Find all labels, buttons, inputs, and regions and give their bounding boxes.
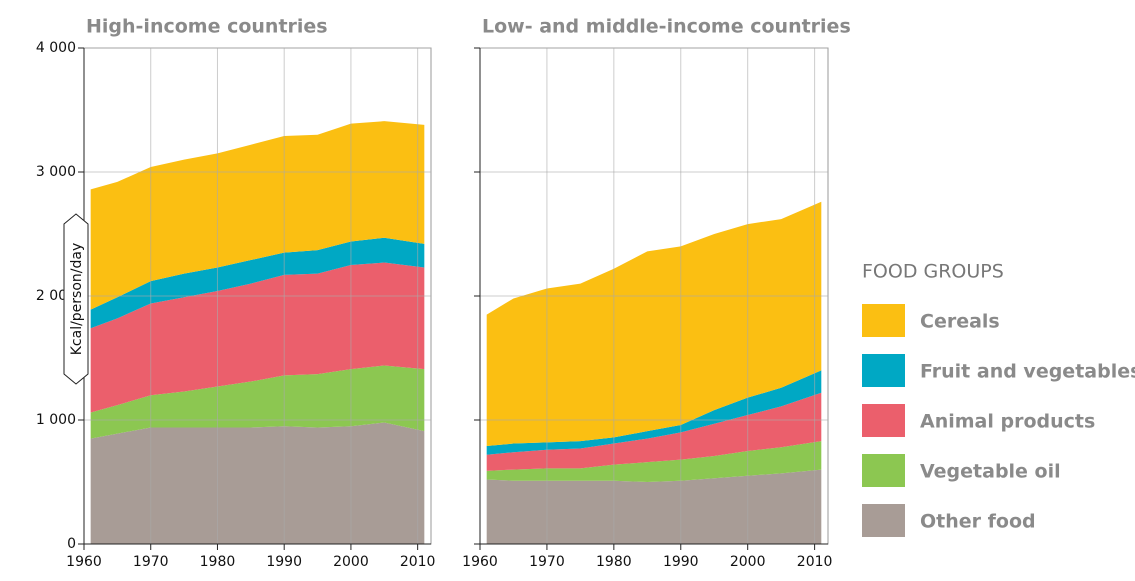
x-tick-label: 2000 (730, 554, 766, 570)
legend-title: FOOD GROUPS (862, 261, 1004, 283)
x-tick-label: 1990 (663, 554, 699, 570)
x-tick-label: 1960 (66, 554, 102, 570)
x-tick-label: 1970 (529, 554, 565, 570)
y-axis-label: Kcal/person/day (69, 243, 85, 356)
x-tick-label: 1980 (596, 554, 632, 570)
panel-title: High-income countries (86, 16, 328, 38)
x-tick-label: 2000 (333, 554, 369, 570)
legend-label: Cereals (920, 311, 1000, 333)
area (486, 441, 822, 482)
legend-label: Vegetable oil (920, 461, 1061, 483)
area (486, 392, 822, 471)
y-tick-label: 4 000 (36, 40, 76, 56)
area (486, 370, 822, 455)
area (486, 201, 822, 447)
legend-label: Animal products (920, 411, 1095, 433)
y-axis-label-box (63, 213, 89, 385)
x-tick-label: 1970 (133, 554, 169, 570)
y-axis-label-group: Kcal/person/day (63, 213, 89, 385)
area (90, 121, 425, 310)
x-tick-label: 1960 (462, 554, 498, 570)
legend-swatch (862, 354, 905, 387)
legend-swatch (862, 404, 905, 437)
y-tick-label: 3 000 (36, 164, 76, 180)
y-tick-label: 0 (67, 536, 76, 552)
x-tick-label: 2010 (400, 554, 436, 570)
area (90, 237, 425, 329)
legend-swatch (862, 504, 905, 537)
y-tick-label: 1 000 (36, 412, 76, 428)
legend-swatch (862, 304, 905, 337)
panel-title: Low- and middle-income countries (482, 16, 851, 38)
x-tick-label: 1990 (266, 554, 302, 570)
area (486, 469, 822, 544)
area (90, 422, 425, 544)
x-tick-label: 2010 (797, 554, 833, 570)
legend-label: Fruit and vegetables (920, 361, 1135, 383)
x-tick-label: 1980 (200, 554, 236, 570)
legend-label: Other food (920, 511, 1036, 533)
area (90, 262, 425, 413)
legend-swatch (862, 454, 905, 487)
